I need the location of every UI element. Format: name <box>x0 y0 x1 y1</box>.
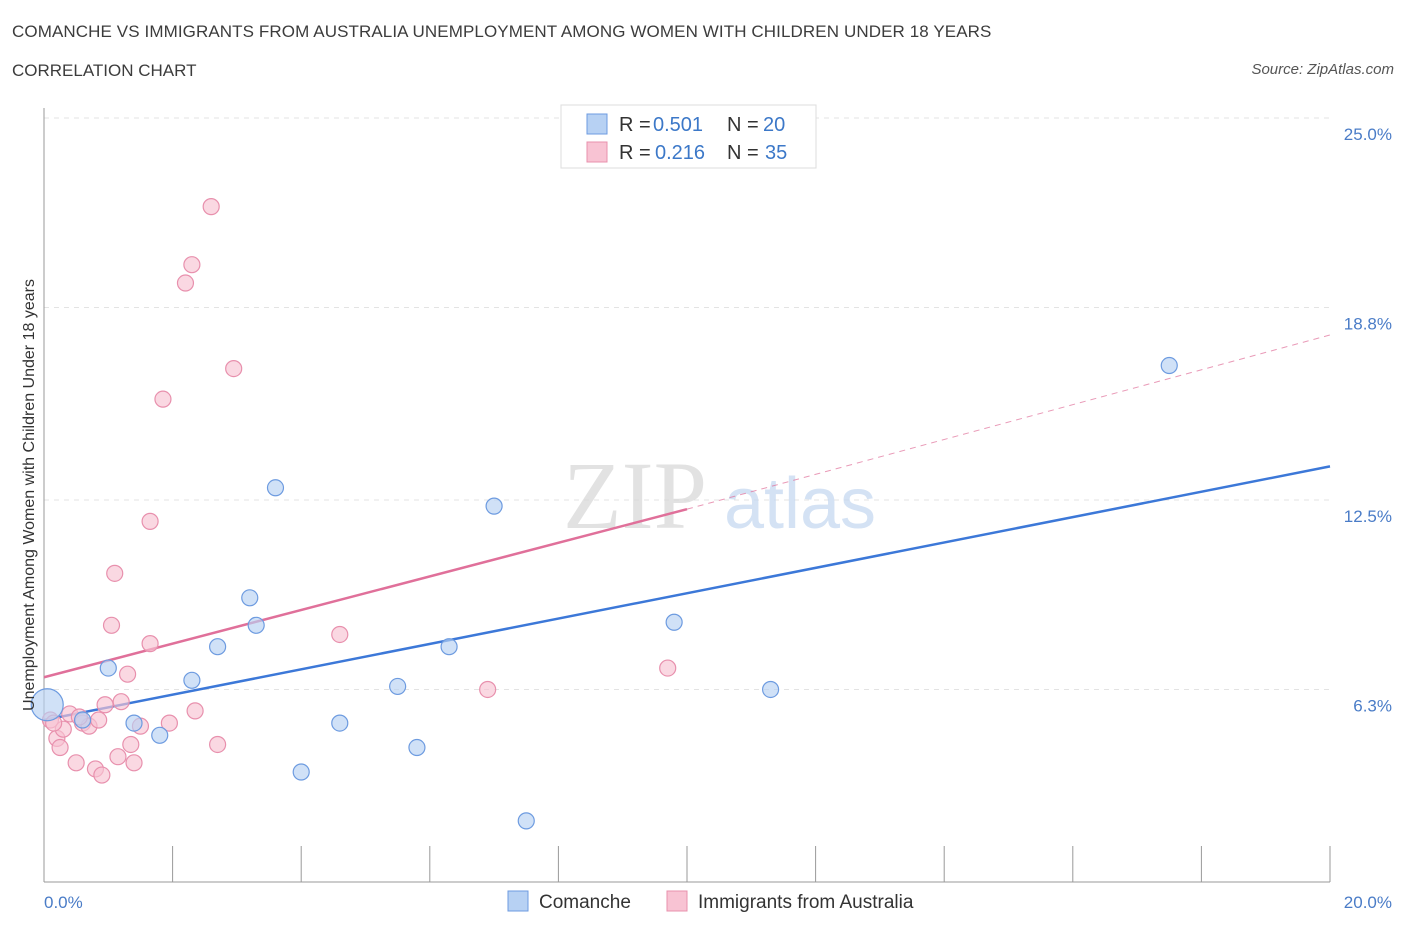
chart-subtitle: CORRELATION CHART <box>12 61 197 80</box>
legend-n-label-comanche: N = <box>727 114 759 136</box>
point-australia <box>331 625 349 644</box>
point-comanche <box>389 677 407 696</box>
point-australia <box>160 714 178 732</box>
point-comanche <box>1160 356 1178 375</box>
legend-r-value-comanche: 0.501 <box>653 114 703 136</box>
legend-n-value-australia: 35 <box>765 142 787 164</box>
point-comanche <box>761 680 780 699</box>
point-australia <box>109 748 127 766</box>
trend-line-australia <box>43 507 688 679</box>
point-australia <box>202 198 220 216</box>
point-australia <box>659 659 677 677</box>
point-australia <box>479 680 497 699</box>
point-australia <box>67 754 85 772</box>
point-australia <box>176 274 195 292</box>
point-australia <box>122 735 140 754</box>
grid-lines <box>44 117 1330 690</box>
legend-r-label-comanche: R = <box>619 114 651 136</box>
point-australia <box>186 702 204 720</box>
point-comanche <box>183 671 201 689</box>
x-tick-label-max: 20.0% <box>1344 893 1392 912</box>
x-axis-ticks <box>172 846 1331 882</box>
point-australia <box>118 665 137 683</box>
point-australia <box>90 711 108 729</box>
point-comanche <box>73 711 92 729</box>
point-australia <box>93 766 111 784</box>
trend-line-comanche <box>43 465 1331 722</box>
series-legend: Comanche Immigrants from Australia <box>507 890 914 913</box>
y-axis-title: Unemployment Among Women with Children U… <box>21 279 38 711</box>
y-tick-labels: 6.3% 12.5% 18.8% 25.0% <box>1344 125 1392 715</box>
point-australia <box>209 735 227 754</box>
point-australia <box>141 635 159 653</box>
legend-n-value-comanche: 20 <box>763 114 785 136</box>
point-comanche <box>241 589 259 607</box>
point-australia <box>225 359 243 378</box>
point-australia <box>183 256 201 274</box>
legend-swatch-australia <box>586 141 608 163</box>
data-points <box>30 198 1178 830</box>
legend-swatch-comanche <box>586 113 608 135</box>
point-australia <box>125 754 143 772</box>
source-label: Source: ZipAtlas.com <box>1251 61 1394 78</box>
point-comanche <box>99 659 117 677</box>
y-tick-label: 18.8% <box>1344 314 1392 333</box>
point-australia <box>106 564 124 582</box>
point-comanche <box>408 738 426 757</box>
point-comanche <box>485 497 503 515</box>
point-australia <box>96 696 114 714</box>
watermark-zip: ZIP <box>563 442 707 549</box>
point-australia <box>51 738 69 757</box>
trend-extension-australia <box>686 334 1331 510</box>
chart-title: COMANCHE VS IMMIGRANTS FROM AUSTRALIA UN… <box>12 22 992 41</box>
point-australia <box>141 512 159 530</box>
legend-r-label-australia: R = <box>619 142 651 164</box>
bottom-legend-label-comanche: Comanche <box>539 892 631 913</box>
bottom-legend-swatch-comanche <box>507 890 529 912</box>
point-australia <box>102 616 121 634</box>
point-comanche <box>517 812 535 830</box>
point-comanche <box>209 638 227 656</box>
point-comanche <box>331 714 349 732</box>
bottom-legend-swatch-australia <box>666 890 688 912</box>
watermark-atlas: atlas <box>724 464 876 544</box>
point-comanche <box>125 714 143 732</box>
point-comanche <box>266 479 285 497</box>
point-comanche <box>247 616 265 634</box>
point-comanche <box>151 726 169 744</box>
y-tick-label: 12.5% <box>1344 507 1392 526</box>
y-tick-label: 6.3% <box>1353 696 1392 715</box>
point-comanche <box>292 763 310 781</box>
y-tick-label: 25.0% <box>1344 125 1392 144</box>
legend-n-label-australia: N = <box>727 142 759 164</box>
point-australia <box>154 390 172 408</box>
point-australia <box>112 693 130 711</box>
point-comanche <box>440 638 458 656</box>
bottom-legend-label-australia: Immigrants from Australia <box>698 892 914 913</box>
point-comanche <box>30 688 64 722</box>
point-comanche <box>665 613 683 631</box>
x-tick-label-min: 0.0% <box>44 893 83 912</box>
correlation-legend: R = 0.501 N = 20 R = 0.216 N = 35 <box>560 104 817 169</box>
legend-r-value-australia: 0.216 <box>655 142 705 164</box>
